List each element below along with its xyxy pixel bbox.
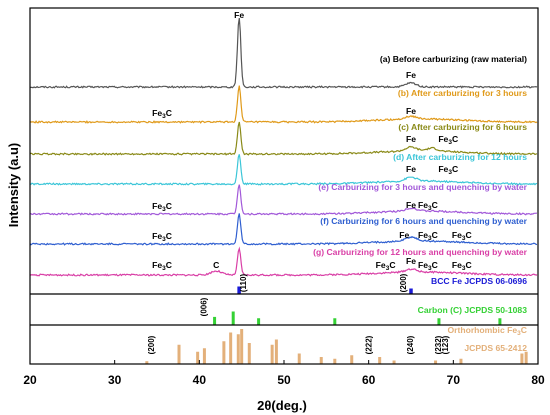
series-label: (e) Carburizing for 3 hours and quenchin… <box>318 182 527 192</box>
peak-label: Fe3C <box>152 260 172 272</box>
reference-stick <box>333 358 337 364</box>
reference-stick <box>257 318 261 325</box>
x-tick-label: 50 <box>277 373 291 387</box>
peak-label: Fe <box>406 256 416 266</box>
reference-stick <box>274 339 278 364</box>
series-layer: (a) Before carburizing (raw material)FeF… <box>29 10 538 277</box>
hkl-label: (200) <box>147 335 156 354</box>
x-tick-layer: 20 30 40 50 60 70 80 <box>23 360 545 387</box>
reference-label: Orthorhombic Fe3C <box>447 325 527 337</box>
reference-label-2: JCPDS 65-2412 <box>464 343 527 353</box>
series-trace <box>29 246 538 277</box>
reference-stick <box>498 318 502 325</box>
hkl-label: (123) <box>441 335 450 354</box>
reference-stick <box>213 316 217 325</box>
reference-stick <box>459 358 463 364</box>
reference-stick <box>240 329 244 364</box>
reference-stick <box>236 334 240 364</box>
peak-label: Fe <box>406 200 416 210</box>
reference-stick <box>333 318 337 325</box>
reference-stick <box>229 332 233 364</box>
peak-label: Fe3C <box>418 200 438 212</box>
peak-label: Fe <box>234 10 244 20</box>
peak-label: Fe3C <box>152 231 172 243</box>
y-axis-title: Intensity (a.u) <box>6 143 21 228</box>
reference-layer: BCC Fe JCPDS 06-0696 (110) (200) Carbon (C)… <box>145 273 528 364</box>
x-tick-label: 60 <box>362 373 376 387</box>
reference-stick <box>231 311 235 325</box>
peak-label: Fe3C <box>438 134 458 146</box>
reference-stick <box>434 360 438 364</box>
reference-stick <box>145 361 149 364</box>
series-label: (b) After carburizing for 3 hours <box>398 88 527 98</box>
x-tick-label: 20 <box>23 373 37 387</box>
reference-label: BCC Fe JCPDS 06-0696 <box>431 276 527 286</box>
x-tick-label: 70 <box>447 373 461 387</box>
series-label: (c) After carburizing for 6 hours <box>398 122 527 132</box>
peak-label: Fe <box>406 134 416 144</box>
reference-stick <box>524 351 528 364</box>
reference-stick <box>222 341 226 364</box>
x-tick-label: 30 <box>108 373 122 387</box>
series-trace <box>29 121 538 156</box>
x-axis-title: 2θ(deg.) <box>257 398 307 413</box>
x-tick-label: 80 <box>531 373 545 387</box>
series-trace <box>29 18 538 89</box>
series-label: (a) Before carburizing (raw material) <box>380 54 527 64</box>
hkl-label: (222) <box>365 335 374 354</box>
peak-label: Fe <box>399 230 409 240</box>
reference-stick <box>378 357 382 364</box>
x-tick-label: 40 <box>193 373 207 387</box>
reference-stick <box>270 344 274 364</box>
hkl-label: (006) <box>200 297 209 316</box>
reference-stick <box>319 357 323 364</box>
reference-stick <box>237 286 241 294</box>
hkl-label: (110) <box>239 274 248 293</box>
hkl-label: (232) <box>434 335 443 354</box>
series-trace <box>30 184 537 216</box>
reference-stick <box>437 318 441 325</box>
peak-label: Fe <box>406 164 416 174</box>
peak-label: Fe3C <box>376 260 396 272</box>
series-label: (f) Carburizing for 6 hours and quenchin… <box>320 216 527 226</box>
reference-stick <box>196 351 200 364</box>
reference-stick <box>392 360 396 364</box>
reference-stick <box>520 353 524 364</box>
peak-label: Fe3C <box>418 260 438 272</box>
reference-stick <box>202 348 206 364</box>
peak-label: Fe <box>406 70 416 80</box>
reference-label: Carbon (C) JCPDS 50-1083 <box>418 305 528 315</box>
reference-stick <box>409 288 413 294</box>
peak-label: Fe3C <box>152 201 172 213</box>
peak-label: Fe3C <box>452 260 472 272</box>
hkl-label: (200) <box>399 273 408 292</box>
reference-stick <box>297 353 301 364</box>
peak-label: Fe3C <box>452 230 472 242</box>
reference-stick <box>350 355 354 364</box>
peak-label: Fe3C <box>438 164 458 176</box>
series-trace <box>29 85 538 124</box>
peak-label: Fe3C <box>152 108 172 120</box>
reference-stick <box>247 343 251 364</box>
series-trace <box>29 213 538 246</box>
series-label: (d) After carburizing for 12 hours <box>393 152 527 162</box>
peak-label: C <box>213 260 219 270</box>
hkl-label: (240) <box>406 335 415 354</box>
peak-label: Fe3C <box>418 230 438 242</box>
series-label: (g) Carburizing for 12 hours and quenchi… <box>313 247 528 257</box>
series-trace <box>29 154 538 186</box>
reference-stick <box>177 344 181 364</box>
peak-label: Fe <box>406 106 416 116</box>
